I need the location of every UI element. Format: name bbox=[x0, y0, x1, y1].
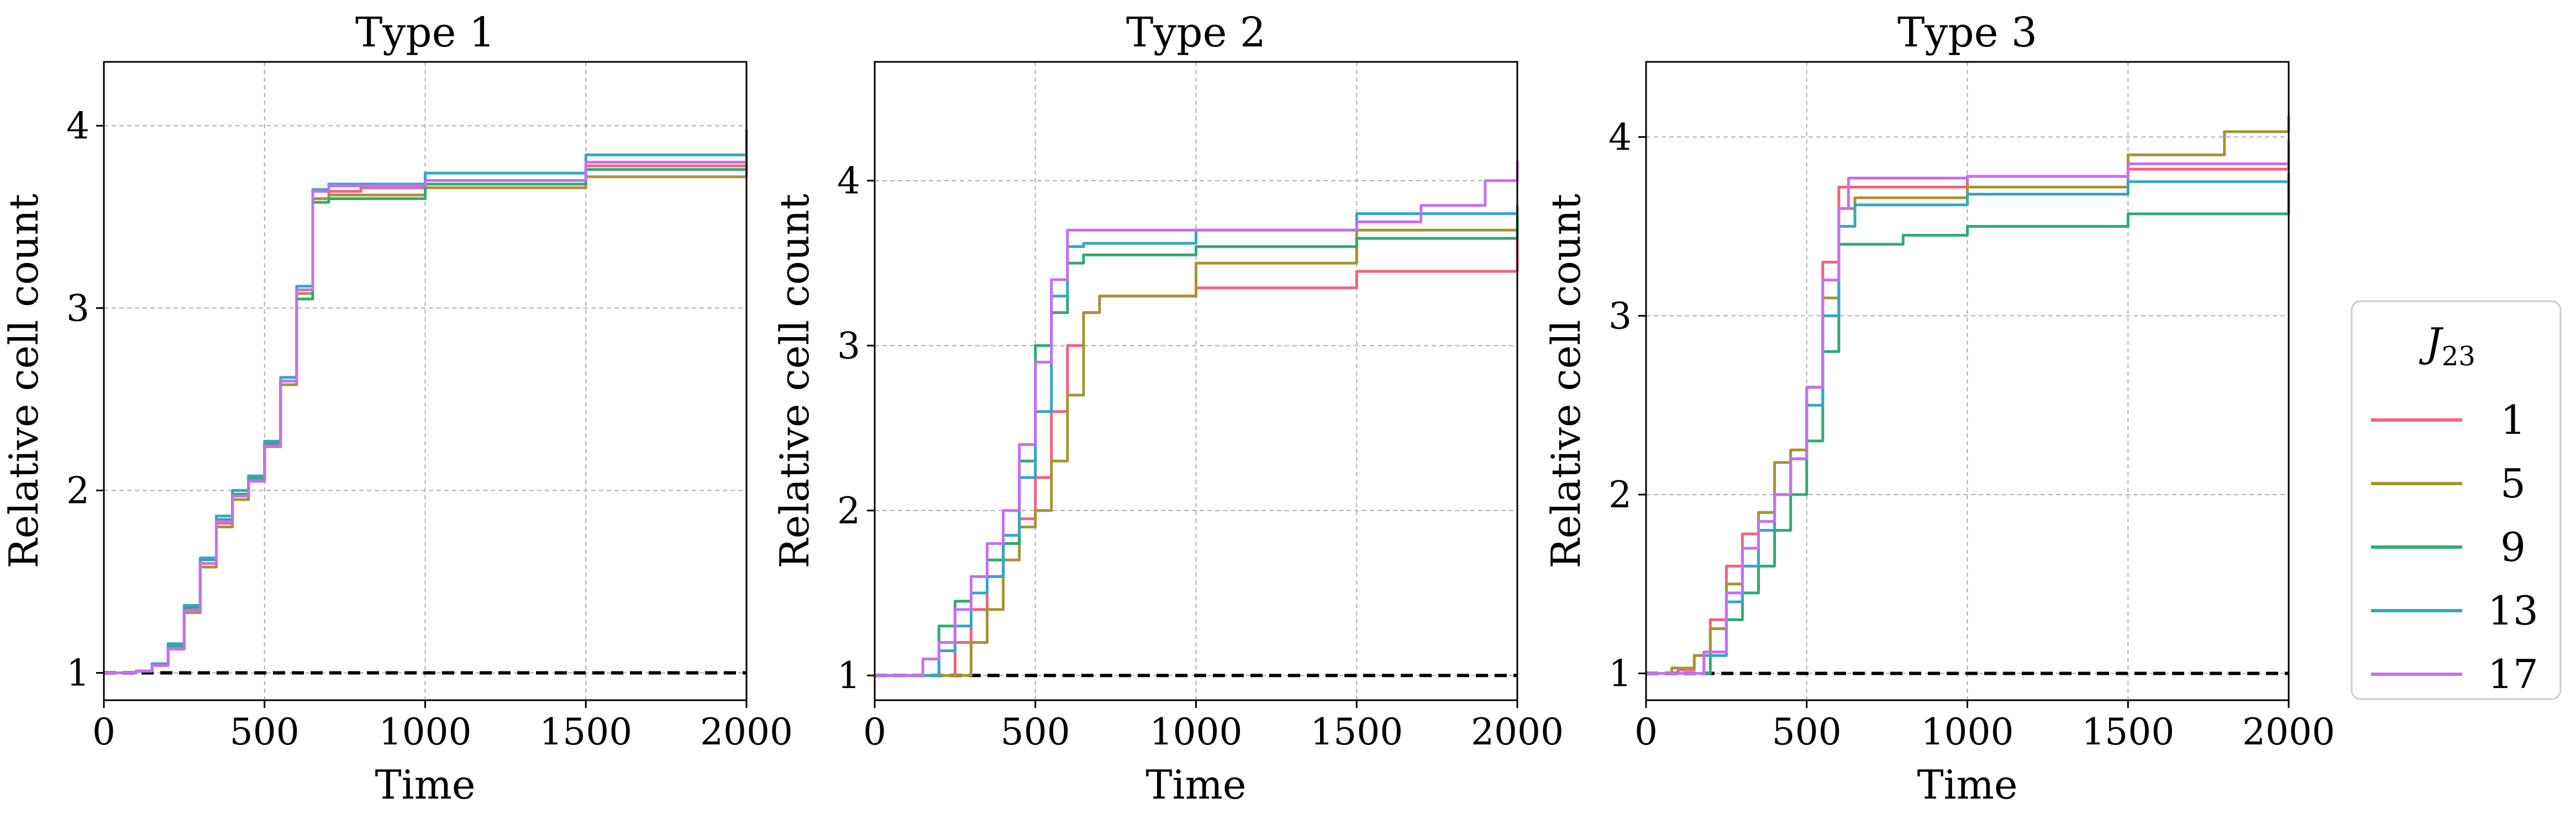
panel-title: Type 3 bbox=[1897, 9, 2037, 56]
x-tick-label: 0 bbox=[1634, 711, 1658, 753]
series-line-5 bbox=[875, 205, 1519, 677]
x-tick-label: 2000 bbox=[2242, 711, 2335, 753]
x-tick-label: 1500 bbox=[2081, 711, 2174, 753]
series-line-5 bbox=[1646, 116, 2290, 675]
y-axis-label: Relative cell count bbox=[1, 193, 47, 568]
y-tick-label: 1 bbox=[66, 652, 90, 695]
x-axis-label: Time bbox=[1146, 762, 1247, 808]
x-tick-label: 0 bbox=[92, 711, 115, 753]
x-tick-label: 0 bbox=[863, 711, 886, 753]
panel-3: 0 500 1000 1500 2000 1 2 3 4 Type 3 Time Relative c… bbox=[1543, 9, 2335, 808]
x-tick-label: 500 bbox=[1772, 711, 1842, 753]
y-axis-label: Relative cell count bbox=[1543, 193, 1589, 568]
x-tick-label: 1000 bbox=[379, 711, 472, 753]
x-tick-label: 1500 bbox=[539, 711, 632, 753]
y-tick-label: 2 bbox=[1608, 474, 1632, 516]
panel-2: 0 500 1000 1500 2000 1 2 3 4 Type 2 Time Relative c… bbox=[771, 9, 1564, 808]
legend-label-13: 13 bbox=[2488, 587, 2538, 634]
legend-title: J23 bbox=[2419, 319, 2475, 372]
legend-title-subscript: 23 bbox=[2442, 341, 2475, 372]
x-axis-label: Time bbox=[1917, 762, 2018, 808]
series-line-17 bbox=[875, 161, 1519, 677]
panel-1: 0 500 1000 1500 2000 1 2 3 4 Type 1 Time Relative c… bbox=[1, 9, 793, 808]
legend-label-9: 9 bbox=[2500, 524, 2526, 570]
x-tick-label: 500 bbox=[230, 711, 299, 753]
x-tick-label: 2000 bbox=[700, 711, 793, 753]
y-tick-label: 2 bbox=[66, 470, 90, 512]
x-tick-label: 1000 bbox=[1150, 711, 1243, 753]
legend: J23 1 5 9 13 17 bbox=[2351, 300, 2562, 700]
y-tick-label: 4 bbox=[1608, 116, 1632, 159]
y-tick-label: 4 bbox=[837, 160, 860, 202]
legend-label-5: 5 bbox=[2500, 460, 2526, 507]
panel-title: Type 2 bbox=[1126, 9, 1266, 56]
y-tick-label: 3 bbox=[1608, 295, 1632, 337]
series-line-17 bbox=[1646, 140, 2290, 675]
x-tick-label: 500 bbox=[1001, 711, 1070, 753]
y-tick-label: 3 bbox=[837, 324, 860, 367]
x-tick-label: 2000 bbox=[1471, 711, 1564, 753]
legend-label-1: 1 bbox=[2500, 397, 2526, 443]
x-tick-label: 1500 bbox=[1310, 711, 1403, 753]
panel-title: Type 1 bbox=[355, 9, 495, 56]
y-tick-label: 3 bbox=[66, 287, 90, 330]
x-axis-label: Time bbox=[375, 762, 476, 808]
y-tick-label: 4 bbox=[66, 105, 90, 148]
y-tick-label: 1 bbox=[1608, 652, 1632, 695]
series-line-17 bbox=[104, 148, 748, 674]
legend-box bbox=[2351, 300, 2562, 700]
x-tick-label: 1000 bbox=[1921, 711, 2014, 753]
y-tick-label: 1 bbox=[837, 654, 860, 697]
y-tick-label: 2 bbox=[837, 490, 860, 532]
legend-label-17: 17 bbox=[2488, 651, 2538, 697]
y-axis-label: Relative cell count bbox=[771, 193, 818, 568]
